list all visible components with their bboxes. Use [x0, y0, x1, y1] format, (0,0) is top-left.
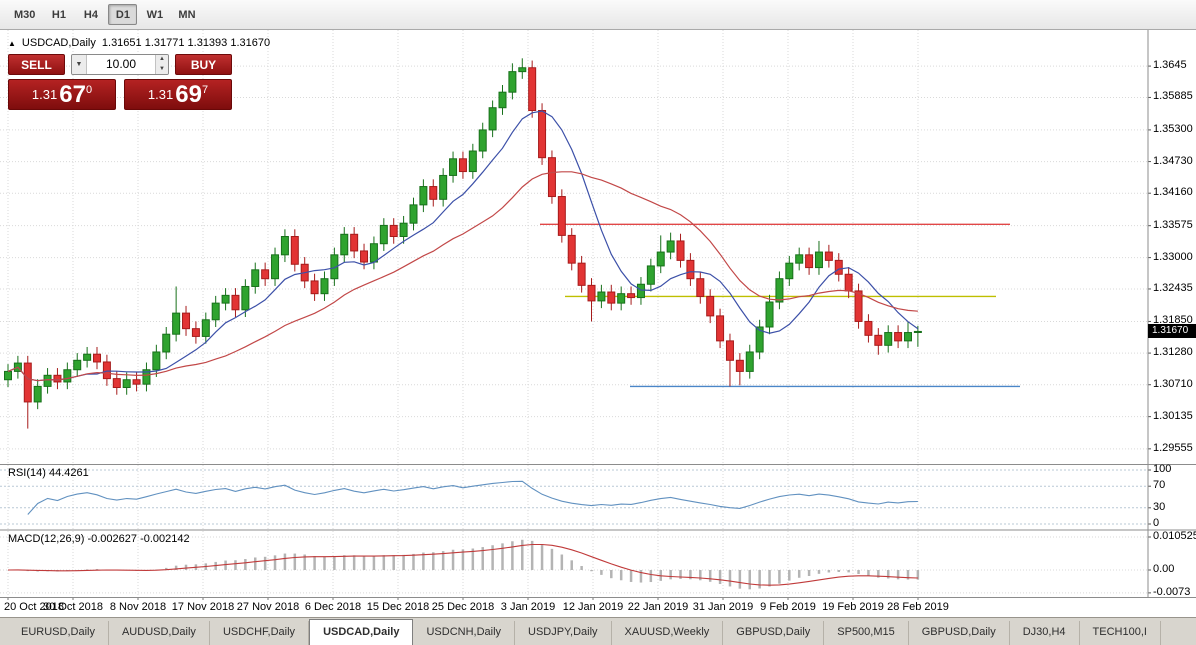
- tab-xauusd-weekly-6[interactable]: XAUUSD,Weekly: [612, 621, 724, 645]
- price-axis-label: 1.35885: [1153, 90, 1193, 103]
- date-axis-label: 31 Jan 2019: [692, 601, 754, 613]
- volume-stepper[interactable]: ▲ ▼: [155, 55, 168, 74]
- tab-usdjpy-daily-5[interactable]: USDJPY,Daily: [515, 621, 612, 645]
- price-axis-label: 1.30135: [1153, 409, 1193, 422]
- macd-signal-line: [7, 543, 918, 586]
- tab-audusd-daily-1[interactable]: AUDUSD,Daily: [109, 621, 210, 645]
- date-axis-label: 17 Nov 2018: [171, 601, 235, 613]
- buy-price-display[interactable]: 1.31 69 7: [124, 79, 232, 110]
- price-axis-label: 1.32435: [1153, 281, 1193, 294]
- date-axis-label: 3 Jan 2019: [500, 601, 556, 613]
- tab-eurusd-daily-0[interactable]: EURUSD,Daily: [8, 621, 109, 645]
- current-price-badge: 1.31670: [1148, 324, 1196, 339]
- chart-title: ▲ USDCAD,Daily 1.31651 1.31771 1.31393 1…: [8, 37, 270, 49]
- tab-tech100-i-11[interactable]: TECH100,I: [1080, 621, 1161, 645]
- timeframe-toolbar: M30 H1 H4 D1 W1 MN: [0, 0, 1196, 30]
- price-axis-label: 1.35300: [1153, 122, 1193, 135]
- rsi-axis-label: 30: [1153, 500, 1166, 513]
- macd-pane-layer: [0, 536, 1148, 594]
- price-pane-layer: [4, 58, 1020, 429]
- rsi-pane-layer: [0, 469, 1148, 525]
- sell-button[interactable]: SELL: [8, 54, 65, 75]
- date-axis-label: 19 Feb 2019: [822, 601, 884, 613]
- sell-price-pips: 67: [59, 80, 86, 108]
- rsi-axis-label: 0: [1153, 517, 1160, 529]
- chart-ohlc: 1.31651 1.31771 1.31393 1.31670: [101, 37, 271, 49]
- ma-fast-line: [7, 110, 919, 382]
- timeframe-button-h1[interactable]: H1: [44, 4, 73, 25]
- buy-price-base: 1.31: [147, 87, 174, 102]
- date-axis-label: 20 Oct 2018: [4, 601, 64, 613]
- date-axis-label: 15 Dec 2018: [366, 601, 430, 613]
- date-axis-label: 28 Feb 2019: [887, 601, 949, 613]
- buy-price-sup: 7: [201, 84, 209, 96]
- rsi-label: RSI(14) 44.4261: [8, 467, 89, 479]
- date-axis-label: 12 Jan 2019: [562, 601, 624, 613]
- volume-value[interactable]: 10.00: [105, 57, 137, 71]
- timeframe-button-m30[interactable]: M30: [8, 4, 41, 25]
- price-axis-label: 1.34160: [1153, 186, 1193, 199]
- macd-axis-label: -0.0073: [1153, 585, 1191, 598]
- axis-layer: [0, 30, 1196, 600]
- price-axis-label: 1.34730: [1153, 154, 1193, 167]
- price-axis-label: 1.33000: [1153, 250, 1193, 263]
- macd-histogram: [16, 539, 920, 590]
- chart-symbol: USDCAD,Daily: [21, 37, 96, 49]
- date-axis-label: 30 Oct 2018: [43, 601, 103, 613]
- volume-input[interactable]: ▼ 10.00 ▲ ▼: [71, 54, 169, 75]
- date-axis-label: 8 Nov 2018: [109, 601, 167, 613]
- candles-layer: [4, 58, 922, 429]
- tab-usdcad-daily-3[interactable]: USDCAD,Daily: [309, 619, 414, 645]
- volume-increase-icon[interactable]: ▲: [159, 56, 165, 62]
- price-axis-label: 1.29555: [1153, 441, 1193, 454]
- buy-button[interactable]: BUY: [175, 54, 232, 75]
- sell-price-sup: 0: [85, 84, 93, 96]
- chart-tabs: EURUSD,Daily AUDUSD,Daily USDCHF,Daily USDC…: [0, 617, 1196, 645]
- tab-gbpusd-daily-7[interactable]: GBPUSD,Daily: [723, 621, 825, 645]
- price-axis-label: 1.3645: [1153, 59, 1187, 72]
- tab-usdcnh-daily-4[interactable]: USDCNH,Daily: [413, 621, 516, 645]
- macd-label: MACD(12,26,9) -0.002627 -0.002142: [8, 533, 190, 545]
- date-axis-label: 9 Feb 2019: [760, 601, 816, 613]
- rsi-axis-label: 70: [1153, 479, 1166, 492]
- timeframe-button-w1[interactable]: W1: [140, 4, 169, 25]
- tab-gbpusd-daily-9[interactable]: GBPUSD,Daily: [909, 621, 1010, 645]
- volume-dropdown-icon[interactable]: ▼: [72, 55, 87, 74]
- date-axis-label: 27 Nov 2018: [236, 601, 300, 613]
- price-axis-label: 1.30710: [1153, 377, 1193, 390]
- volume-decrease-icon[interactable]: ▼: [159, 65, 165, 72]
- one-click-trading-panel: SELL ▼ 10.00 ▲ ▼ BUY 1.31 67 0 1.31 69 7: [8, 54, 232, 110]
- buy-price-pips: 69: [175, 80, 202, 108]
- sell-price-base: 1.31: [31, 87, 58, 102]
- timeframe-button-h4[interactable]: H4: [76, 4, 105, 25]
- macd-axis-label: 0.00: [1153, 563, 1175, 575]
- rsi-line: [27, 480, 918, 515]
- date-axis-label: 6 Dec 2018: [304, 601, 362, 613]
- date-axis-label: 22 Jan 2019: [627, 601, 689, 613]
- tab-sp500-m15-8[interactable]: SP500,M15: [824, 621, 909, 645]
- rsi-axis-label: 100: [1153, 463, 1172, 475]
- timeframe-button-mn[interactable]: MN: [172, 4, 201, 25]
- tab-usdchf-daily-2[interactable]: USDCHF,Daily: [210, 621, 310, 645]
- chart-area[interactable]: ▲ USDCAD,Daily 1.31651 1.31771 1.31393 1…: [0, 30, 1196, 617]
- price-axis-label: 1.31280: [1153, 346, 1193, 359]
- price-axis-label: 1.33575: [1153, 218, 1193, 231]
- macd-axis-label: 0.010525: [1153, 530, 1196, 542]
- timeframe-button-d1[interactable]: D1: [108, 4, 138, 25]
- chart-canvas: [0, 30, 1196, 600]
- sell-price-display[interactable]: 1.31 67 0: [8, 79, 116, 110]
- ma-slow-line: [7, 171, 918, 382]
- tab-dj30-h4-10[interactable]: DJ30,H4: [1010, 621, 1080, 645]
- price-axis-label: 1.31850: [1153, 314, 1193, 327]
- chart-expand-icon[interactable]: ▲: [8, 39, 16, 48]
- date-axis-label: 25 Dec 2018: [431, 601, 495, 613]
